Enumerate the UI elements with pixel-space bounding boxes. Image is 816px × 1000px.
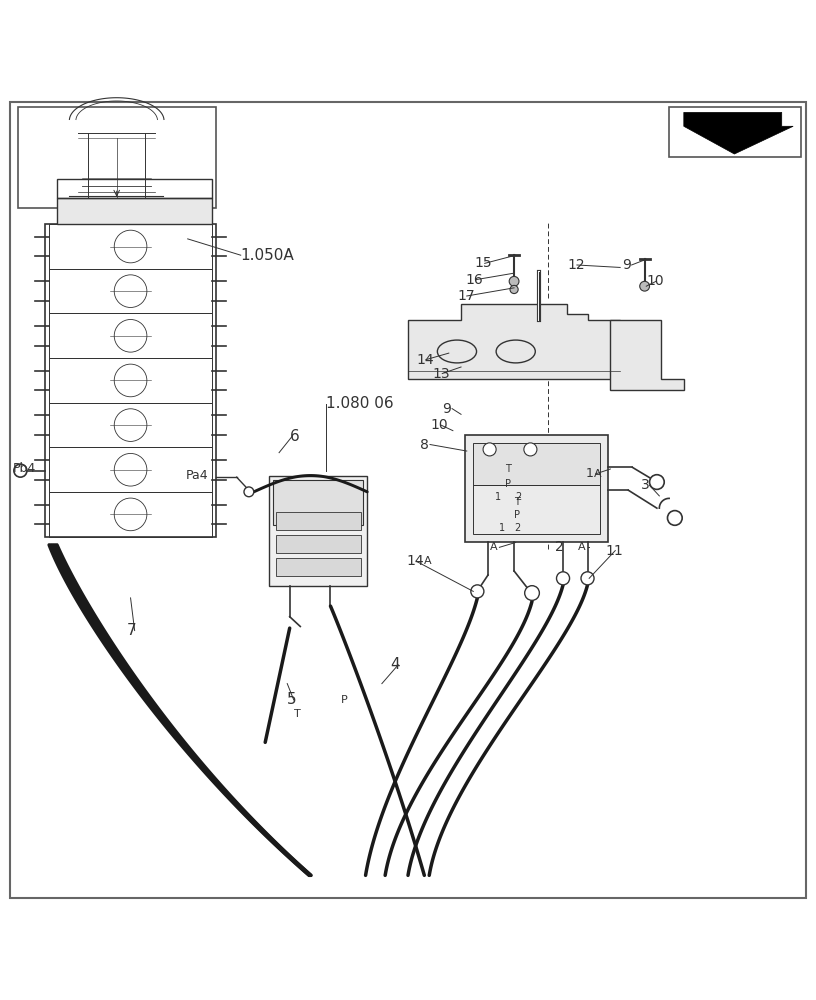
Text: T: T (294, 709, 300, 719)
Polygon shape (473, 443, 600, 485)
Text: P: P (341, 695, 348, 705)
Circle shape (509, 276, 519, 286)
Text: 1: 1 (499, 523, 506, 533)
Text: 16: 16 (466, 273, 484, 287)
Circle shape (524, 443, 537, 456)
Text: 14: 14 (406, 554, 424, 568)
Circle shape (471, 585, 484, 598)
Polygon shape (408, 304, 620, 379)
Text: T: T (514, 497, 520, 507)
Circle shape (510, 285, 518, 294)
Text: 2: 2 (514, 523, 521, 533)
Polygon shape (273, 480, 363, 525)
Text: 17: 17 (457, 289, 475, 303)
Text: 5: 5 (287, 692, 297, 707)
Text: 2: 2 (555, 540, 564, 554)
Polygon shape (269, 476, 367, 586)
Polygon shape (57, 198, 212, 224)
Text: 15: 15 (475, 256, 493, 270)
Text: A: A (490, 542, 497, 552)
Circle shape (483, 443, 496, 456)
Polygon shape (276, 535, 361, 553)
Text: 14: 14 (416, 353, 434, 367)
Text: P: P (514, 510, 520, 520)
Text: Pb4: Pb4 (13, 462, 36, 475)
Text: 1: 1 (494, 492, 501, 502)
Text: 8: 8 (420, 438, 429, 452)
Polygon shape (465, 435, 608, 542)
Circle shape (667, 511, 682, 525)
Text: 13: 13 (432, 367, 450, 381)
Text: Pa4: Pa4 (186, 469, 209, 482)
Circle shape (244, 487, 254, 497)
Text: A: A (594, 469, 601, 479)
Text: 11: 11 (605, 544, 623, 558)
Polygon shape (610, 320, 684, 390)
Text: 7: 7 (126, 623, 136, 638)
Text: 12: 12 (567, 258, 585, 272)
Text: T: T (504, 464, 511, 474)
Text: 6: 6 (290, 429, 299, 444)
Text: P: P (504, 479, 511, 489)
Circle shape (14, 464, 27, 477)
Circle shape (525, 586, 539, 600)
Text: 2: 2 (515, 492, 521, 502)
Text: 10: 10 (646, 274, 664, 288)
Circle shape (640, 281, 650, 291)
Polygon shape (276, 512, 361, 530)
Polygon shape (684, 112, 793, 154)
Polygon shape (276, 558, 361, 576)
Text: 10: 10 (430, 418, 448, 432)
Text: 1.050A: 1.050A (241, 248, 295, 263)
Text: 4: 4 (390, 657, 400, 672)
Text: A: A (424, 556, 432, 566)
Circle shape (650, 475, 664, 489)
Text: 3: 3 (641, 478, 650, 492)
Text: 1: 1 (586, 467, 594, 480)
Circle shape (581, 572, 594, 585)
Text: 9: 9 (622, 258, 631, 272)
Text: 1.080 06: 1.080 06 (326, 396, 394, 411)
Circle shape (557, 572, 570, 585)
Text: 9: 9 (442, 402, 451, 416)
Text: A: A (578, 542, 585, 552)
